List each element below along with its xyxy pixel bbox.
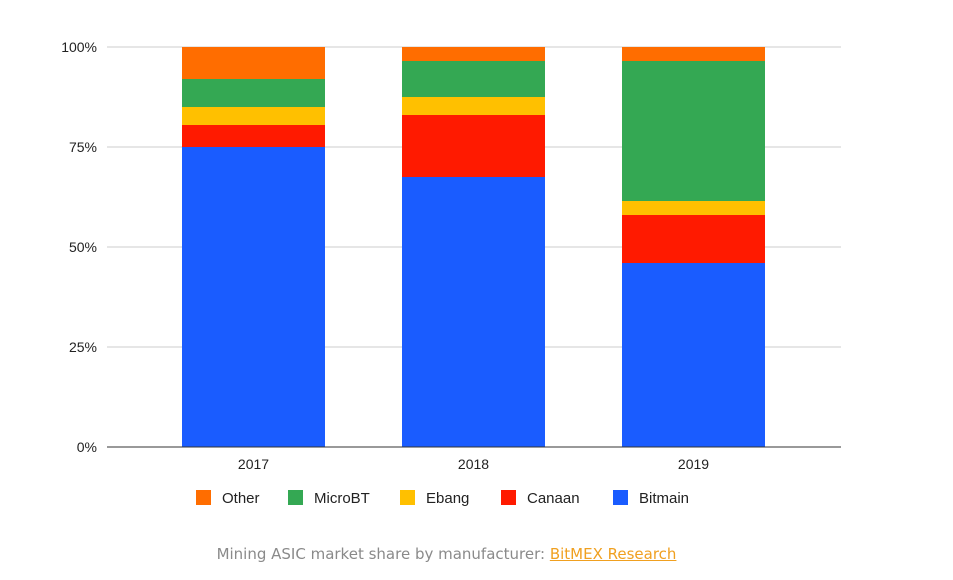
y-tick-label: 75%: [69, 139, 97, 155]
legend-label: Canaan: [527, 490, 580, 507]
bar-bitmain-2019: [622, 263, 765, 447]
stacked-bar-chart: 0% 25% 50% 75% 100% 2017 2018 2019 Other MicroB…: [61, 39, 841, 507]
legend-swatch: [400, 490, 415, 505]
y-tick-label: 100%: [61, 39, 97, 55]
x-tick-label: 2017: [238, 456, 269, 472]
y-tick-label: 25%: [69, 339, 97, 355]
legend: Other MicroBT Ebang Canaan Bitmain: [196, 490, 689, 507]
legend-label: Other: [222, 490, 260, 507]
legend-label: Bitmain: [639, 490, 689, 507]
bar-other-2017: [182, 47, 325, 79]
legend-swatch: [196, 490, 211, 505]
bar-stack-2017: [182, 47, 325, 447]
y-tick-label: 50%: [69, 239, 97, 255]
legend-item-canaan: Canaan: [501, 490, 580, 507]
legend-swatch: [501, 490, 516, 505]
bar-stack-2019: [622, 47, 765, 447]
bar-canaan-2018: [402, 115, 545, 177]
legend-label: Ebang: [426, 490, 469, 507]
bar-ebang-2018: [402, 97, 545, 115]
x-axis-ticks: 2017 2018 2019: [238, 456, 709, 472]
bar-bitmain-2017: [182, 147, 325, 447]
legend-item-ebang: Ebang: [400, 490, 469, 507]
bar-ebang-2019: [622, 201, 765, 215]
legend-item-bitmain: Bitmain: [613, 490, 689, 507]
legend-swatch: [613, 490, 628, 505]
legend-swatch: [288, 490, 303, 505]
caption-link[interactable]: BitMEX Research: [549, 545, 677, 563]
caption-text: Mining ASIC market share by manufacturer…: [216, 545, 550, 563]
bar-canaan-2017: [182, 125, 325, 147]
legend-label: MicroBT: [314, 490, 370, 507]
x-tick-label: 2019: [678, 456, 709, 472]
bar-other-2018: [402, 47, 545, 61]
x-tick-label: 2018: [458, 456, 489, 472]
bars: [182, 47, 765, 447]
y-tick-label: 0%: [77, 439, 97, 455]
bar-canaan-2019: [622, 215, 765, 263]
legend-item-other: Other: [196, 490, 260, 507]
bar-microbt-2017: [182, 79, 325, 107]
caption: Mining ASIC market share by manufacturer…: [0, 545, 893, 563]
legend-item-microbt: MicroBT: [288, 490, 370, 507]
bar-other-2019: [622, 47, 765, 61]
bar-bitmain-2018: [402, 177, 545, 447]
bar-microbt-2018: [402, 61, 545, 97]
bar-ebang-2017: [182, 107, 325, 125]
y-axis-ticks: 0% 25% 50% 75% 100%: [61, 39, 97, 455]
bar-microbt-2019: [622, 61, 765, 201]
bar-stack-2018: [402, 47, 545, 447]
